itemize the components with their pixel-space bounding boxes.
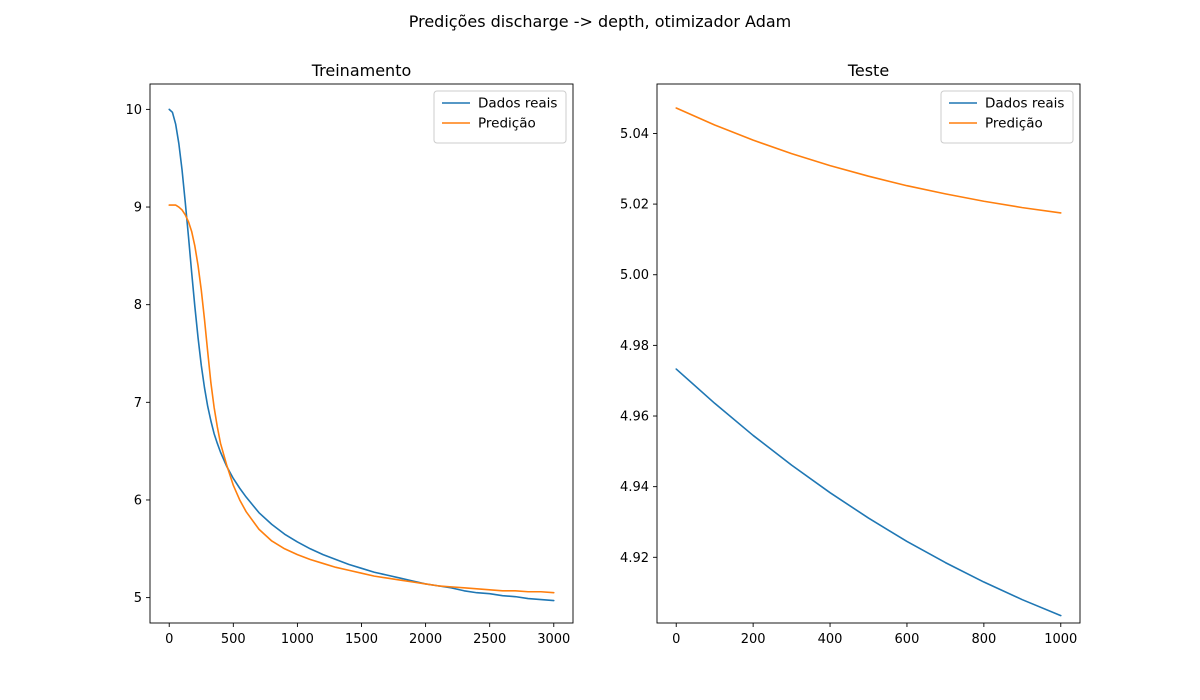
x-tick-label: 2000 bbox=[409, 632, 442, 647]
figure-suptitle: Predições discharge -> depth, otimizador… bbox=[409, 12, 792, 31]
legend-label: Dados reais bbox=[985, 96, 1064, 112]
series-line-dados-reais bbox=[675, 368, 1062, 617]
x-tick-label: 1000 bbox=[281, 632, 314, 647]
y-tick-label: 4.94 bbox=[620, 480, 649, 495]
y-tick-label: 4.98 bbox=[620, 339, 649, 354]
subplot-2: Teste 0 200 400 600 800 1000 4.92 4.94 4.96 4.98 5.… bbox=[620, 61, 1081, 647]
x-tick-label: 2500 bbox=[473, 632, 506, 647]
x-tick-label: 0 bbox=[672, 632, 680, 647]
x-tick-label: 1500 bbox=[345, 632, 378, 647]
y-tick-label: 5.00 bbox=[620, 268, 649, 283]
x-tick-label: 200 bbox=[741, 632, 766, 647]
legend: Dados reais Predição bbox=[940, 90, 1074, 144]
y-tick-label: 10 bbox=[125, 103, 142, 118]
legend-label: Predição bbox=[478, 116, 536, 132]
y-tick-label: 5 bbox=[134, 591, 142, 606]
x-tick-label: 800 bbox=[971, 632, 996, 647]
y-tick-label: 9 bbox=[134, 201, 142, 216]
axes-frame bbox=[656, 83, 1081, 624]
y-tick-label: 7 bbox=[134, 396, 142, 411]
y-tick-label: 4.96 bbox=[620, 410, 649, 425]
y-tick-label: 5.04 bbox=[620, 127, 649, 142]
y-tick-label: 6 bbox=[134, 493, 142, 508]
series-line-predicao bbox=[168, 204, 555, 594]
axes-frame bbox=[149, 83, 574, 624]
legend-box bbox=[940, 90, 1074, 144]
y-tick-label: 8 bbox=[134, 298, 142, 313]
legend-box bbox=[433, 90, 567, 144]
x-tick-label: 1000 bbox=[1044, 632, 1077, 647]
subplot-title: Treinamento bbox=[311, 61, 412, 80]
series-line-predicao bbox=[675, 107, 1062, 214]
x-tick-label: 400 bbox=[818, 632, 843, 647]
x-tick-label: 3000 bbox=[537, 632, 570, 647]
x-tick-label: 500 bbox=[221, 632, 246, 647]
x-tick-label: 0 bbox=[165, 632, 173, 647]
subplot-title: Teste bbox=[847, 61, 889, 80]
y-tick-label: 4.92 bbox=[620, 551, 649, 566]
legend-label: Dados reais bbox=[478, 96, 557, 112]
series-line-dados-reais bbox=[168, 108, 555, 602]
subplot-1: Treinamento 0 500 1000 1500 2000 2500 3000 5 6 7 8 9… bbox=[125, 61, 574, 647]
legend: Dados reais Predição bbox=[433, 90, 567, 144]
x-tick-label: 600 bbox=[895, 632, 920, 647]
legend-label: Predição bbox=[985, 116, 1043, 132]
y-tick-label: 5.02 bbox=[620, 198, 649, 213]
